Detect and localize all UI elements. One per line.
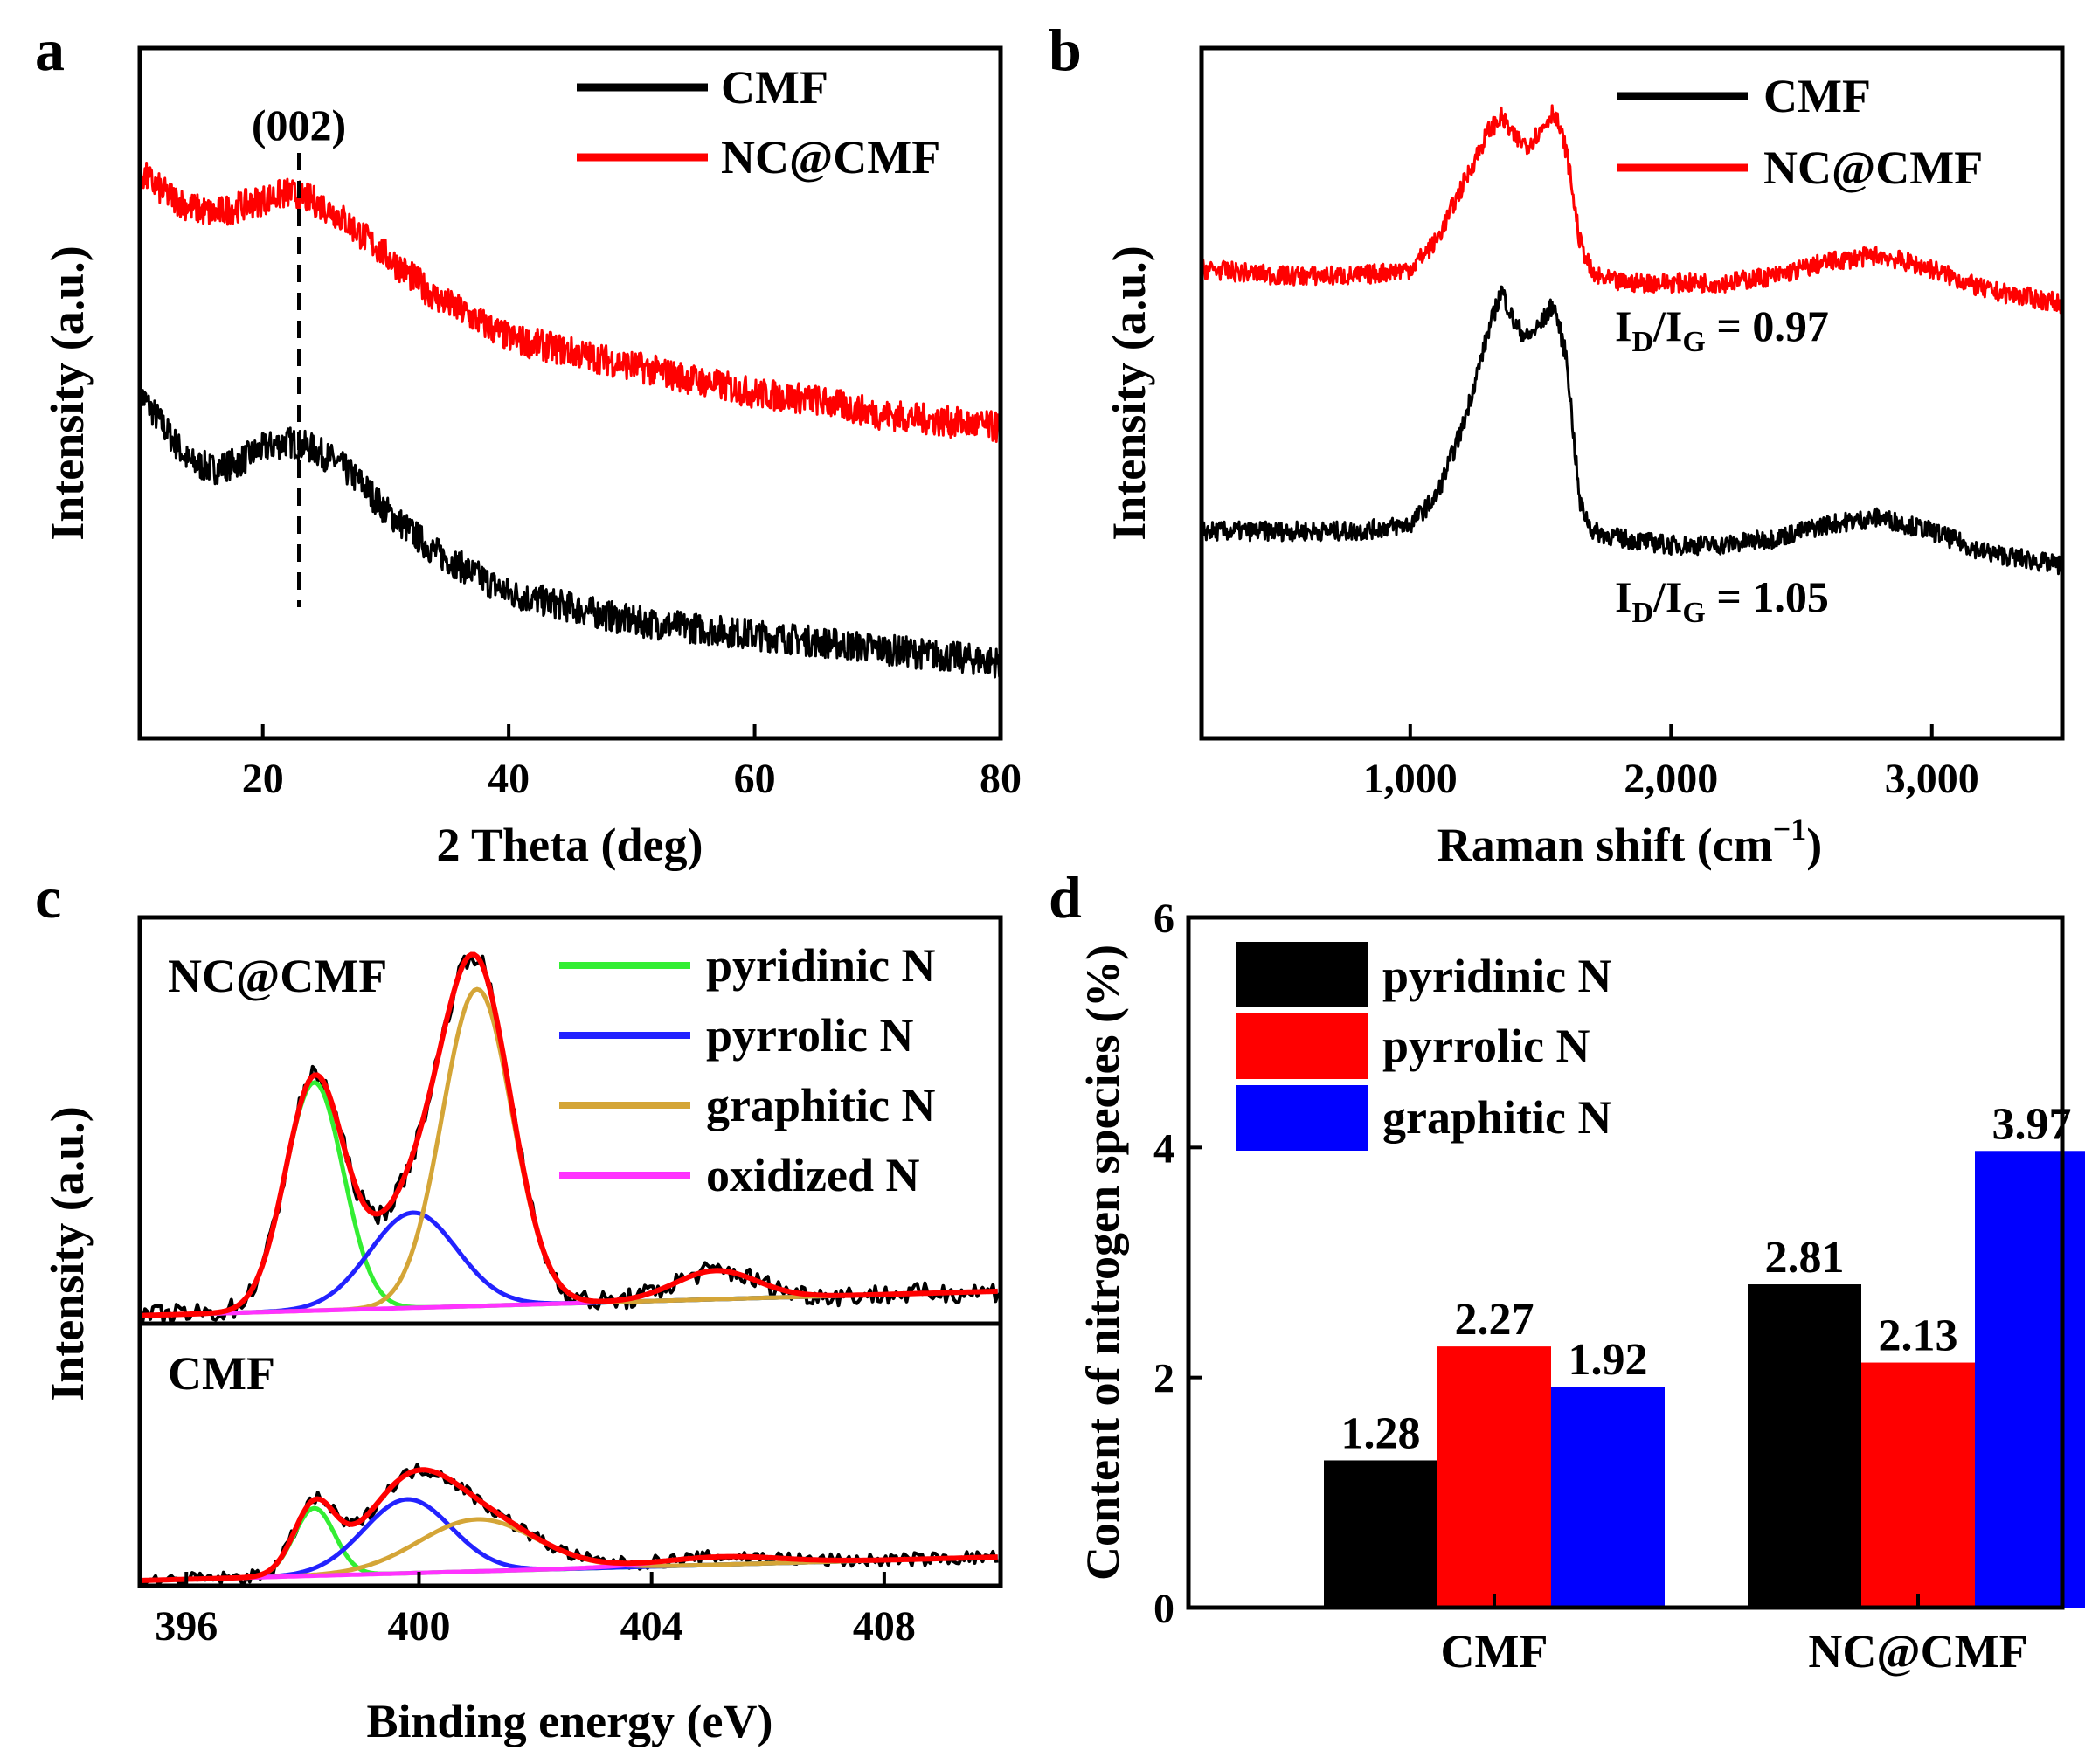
panel-d-y-ticks: CMF NC@CMF 0 2 4 6 <box>1153 896 2028 1678</box>
panel-b-x-tick-label: 1,000 <box>1363 756 1458 802</box>
panel-c-x-tick-label: 404 <box>620 1603 683 1650</box>
panel-c-x-tick-label: 400 <box>387 1603 450 1650</box>
panel-a-frame <box>137 45 1003 741</box>
panel-a-label: a <box>35 17 65 83</box>
panel-a-002-label: (002) <box>252 100 346 149</box>
panel-d-bar-value-label: 2.81 <box>1765 1233 1845 1283</box>
panel-d-bar-value-label: 1.28 <box>1341 1408 1421 1458</box>
panel-d: d 1.28 2.27 1.92 2.81 2.13 3.97 CMF NC@CMF 0 2 4 6… <box>1049 864 2085 1678</box>
panel-a-plot <box>138 156 1001 679</box>
panel-d-legend-pyrrolic: pyrrolic N <box>1382 1020 1590 1072</box>
panel-d-y-tick-label: 0 <box>1153 1586 1174 1632</box>
panel-b-x-ticks: 1,000 2,000 3,000 <box>1363 724 1979 802</box>
panel-a-legend: CMF NC@CMF <box>577 61 940 183</box>
panel-a-x-tick-label: 80 <box>980 756 1022 802</box>
panel-b-x-tick-label: 3,000 <box>1885 756 1979 802</box>
panel-b: b 1,000 2,000 3,000 Raman shift (cm−1) Int… <box>1049 17 2065 871</box>
panel-b-series-cmf <box>1200 285 2064 576</box>
panel-d-bar-value-label: 3.97 <box>1992 1099 2072 1149</box>
panel-c-ylabel: Intensity (a.u.) <box>41 1106 94 1401</box>
panel-c-legend-pyridinic: pyridinic N <box>706 939 936 992</box>
panel-b-legend-nccmf: NC@CMF <box>1763 142 1983 194</box>
panel-b-label: b <box>1049 17 1082 83</box>
panel-d-bar-cmf-pyrrolic <box>1437 1346 1551 1608</box>
panel-a-legend-nccmf: NC@CMF <box>721 131 940 183</box>
panel-b-xlabel: Raman shift (cm−1) <box>1437 812 1822 871</box>
panel-c-top-label: NC@CMF <box>168 950 387 1002</box>
panel-d-legend: pyridinic N pyrrolic N graphitic N <box>1236 942 1612 1151</box>
panel-c-x-tick-label: 408 <box>853 1603 916 1650</box>
panel-a-series-cmf <box>138 379 1001 679</box>
panel-d-bar-value-label: 1.92 <box>1569 1335 1648 1385</box>
panel-d-y-tick-label: 6 <box>1153 896 1174 942</box>
panel-d-x-tick-label: NC@CMF <box>1808 1625 2027 1678</box>
panel-d-frame <box>1186 915 2065 1610</box>
panel-c-x-ticks: 396 400 404 408 <box>155 1572 916 1650</box>
panel-d-y-tick-label: 2 <box>1153 1356 1174 1402</box>
panel-c-frame <box>137 915 1003 1588</box>
panel-c-bottom-raw-data <box>138 1463 999 1586</box>
panel-d-plot: 1.28 2.27 1.92 2.81 2.13 3.97 <box>1324 1099 2085 1608</box>
panel-a-ylabel: Intensity (a.u.) <box>41 246 94 541</box>
panel-a-x-tick-label: 20 <box>242 756 284 802</box>
panel-d-label: d <box>1049 864 1082 930</box>
panel-a-x-ticks: 20 40 60 80 <box>242 724 1022 802</box>
panel-c-top-envelope-fit <box>139 951 998 1318</box>
panel-c-xlabel: Binding energy (eV) <box>367 1695 773 1747</box>
panel-a-x-tick-label: 40 <box>488 756 530 802</box>
panel-d-bar-nc-cmf-pyridinic <box>1748 1284 1861 1608</box>
panel-b-series-nc-cmf <box>1200 104 2064 315</box>
panel-b-ylabel: Intensity (a.u.) <box>1103 246 1155 541</box>
panel-d-legend-graphitic: graphitic N <box>1382 1091 1612 1144</box>
panel-a-xlabel: 2 Theta (deg) <box>437 819 703 871</box>
panel-b-legend: CMF NC@CMF <box>1617 70 1983 194</box>
panel-b-ratio-cmf: ID/IG = 1.05 <box>1615 572 1829 629</box>
panel-d-legend-pyridinic: pyridinic N <box>1382 950 1612 1002</box>
panel-d-y-tick-label: 4 <box>1153 1125 1174 1172</box>
panel-b-legend-cmf: CMF <box>1763 70 1871 122</box>
panel-b-plot <box>1200 104 2064 576</box>
panel-c-plot <box>138 951 1001 1586</box>
panel-c-bottom-envelope-fit <box>139 1467 998 1583</box>
panel-d-legend-graphitic-swatch <box>1236 1085 1368 1151</box>
panel-d-bar-value-label: 2.27 <box>1455 1295 1534 1345</box>
panel-d-bar-cmf-pyridinic <box>1324 1460 1437 1608</box>
panel-d-bar-cmf-graphitic <box>1551 1387 1665 1608</box>
panel-c-label: c <box>35 864 61 930</box>
panel-b-ratio-nccmf: ID/IG = 0.97 <box>1615 301 1829 358</box>
panel-d-ylabel: Content of nitrogen species (%) <box>1077 944 1129 1581</box>
panel-c-x-tick-label: 396 <box>155 1603 218 1650</box>
panel-a-series-nc-cmf <box>138 156 1001 443</box>
panel-d-x-tick-label: CMF <box>1441 1625 1548 1678</box>
panel-b-x-tick-label: 2,000 <box>1624 756 1718 802</box>
panel-d-bar-nc-cmf-pyrrolic <box>1861 1362 1975 1608</box>
panel-c: c 396 400 404 408 Binding energy (eV) Inten… <box>35 864 1003 1747</box>
panel-c-legend-oxidized: oxidized N <box>706 1149 920 1201</box>
panel-d-legend-pyrrolic-swatch <box>1236 1013 1368 1079</box>
panel-a-x-tick-label: 60 <box>734 756 776 802</box>
panel-a: a 20 40 60 80 (002) 2 Theta (deg) Intensity… <box>35 17 1022 871</box>
panel-c-legend-pyrrolic: pyrrolic N <box>706 1009 913 1062</box>
panel-a-legend-cmf: CMF <box>721 61 828 114</box>
panel-d-legend-pyridinic-swatch <box>1236 942 1368 1007</box>
panel-d-bar-nc-cmf-graphitic <box>1975 1151 2085 1608</box>
panel-c-legend-graphitic: graphitic N <box>706 1079 936 1131</box>
panel-d-bar-value-label: 2.13 <box>1879 1311 1958 1361</box>
panel-b-frame <box>1199 45 2065 741</box>
panel-c-legend: pyridinic N pyrrolic N graphitic N oxidi… <box>559 939 936 1201</box>
panel-c-bottom-label: CMF <box>168 1347 275 1400</box>
